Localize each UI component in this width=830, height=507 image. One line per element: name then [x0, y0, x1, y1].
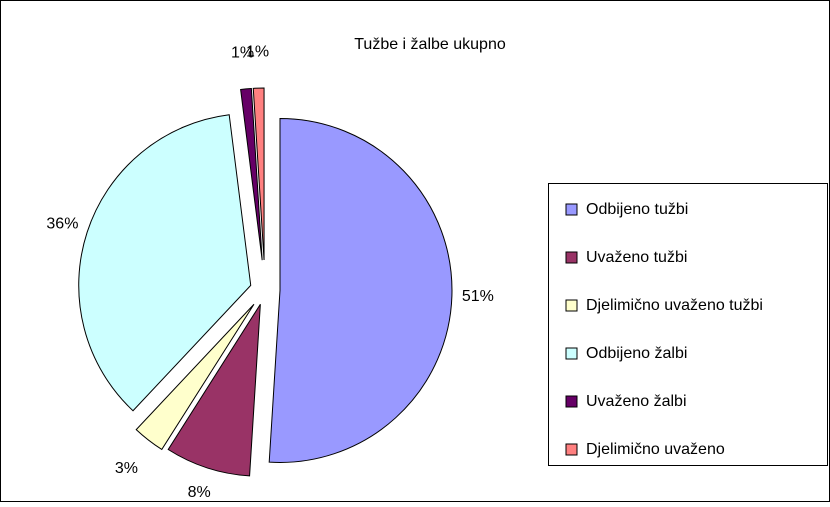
legend-label: Odbijeno tužbi	[586, 201, 688, 218]
legend-swatch	[565, 299, 578, 312]
legend-label: Uvaženo tužbi	[586, 249, 687, 266]
legend-label: Djelimično uvaženo	[586, 441, 725, 458]
legend-label: Djelimično uvaženo tužbi	[586, 297, 763, 314]
legend-label: Odbijeno žalbi	[586, 345, 687, 362]
data-label: 51%	[462, 288, 494, 305]
pie-slice	[268, 117, 453, 463]
legend-swatch	[565, 443, 578, 456]
legend-swatch	[565, 347, 578, 360]
data-label: 3%	[115, 460, 138, 477]
data-label: 36%	[46, 215, 78, 232]
legend-label: Uvaženo žalbi	[586, 393, 687, 410]
pie-slice	[78, 114, 252, 412]
data-label: 1%	[246, 43, 269, 60]
legend-box	[548, 183, 828, 466]
pie-slice	[240, 87, 263, 261]
pie-slice	[167, 303, 261, 477]
data-label: 8%	[188, 484, 211, 501]
data-label: 1%	[231, 44, 254, 61]
legend-swatch	[565, 251, 578, 264]
legend-swatch	[565, 203, 578, 216]
pie-slice	[252, 87, 265, 261]
chart-title: Tužbe i žalbe ukupno	[354, 36, 506, 53]
pie-slice	[135, 303, 255, 451]
legend-swatch	[565, 395, 578, 408]
